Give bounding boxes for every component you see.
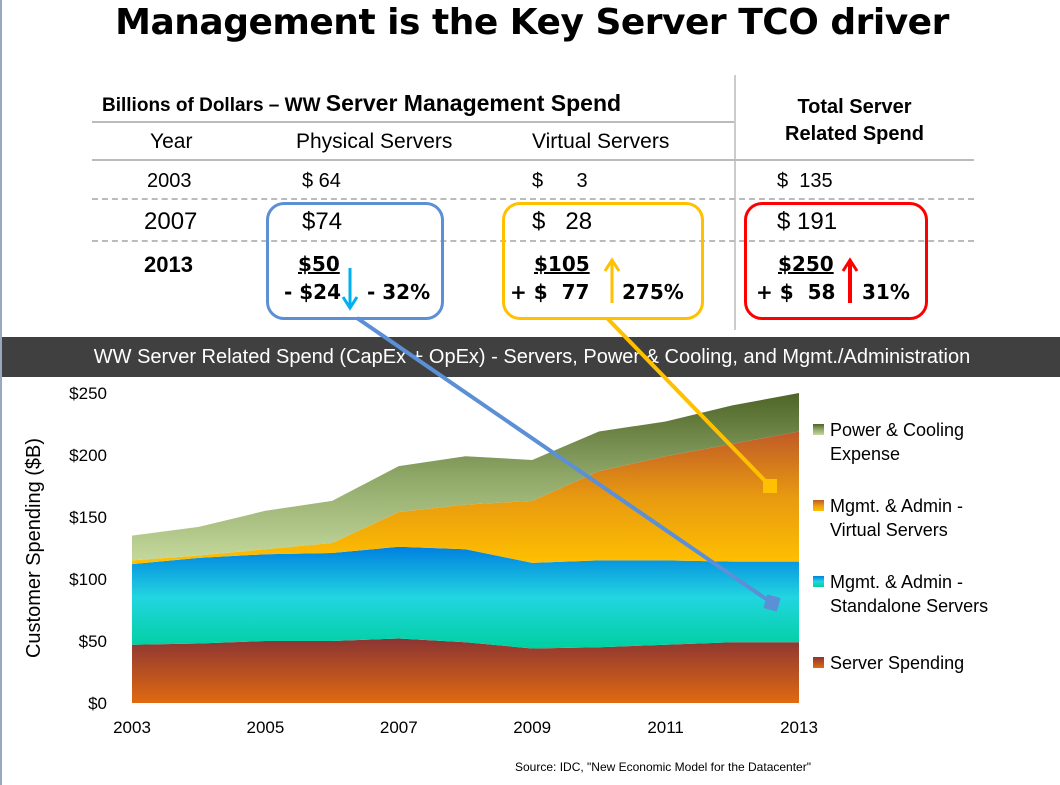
row-physical: $ 64 [302, 170, 341, 192]
physical-callout-marker [763, 594, 781, 612]
row-physical: $74 [302, 208, 343, 235]
row-total: $250 [778, 252, 834, 276]
area-power-cooling-expense [132, 393, 799, 561]
slide-title: Management is the Key Server TCO driver [115, 2, 949, 43]
virtual-callout-marker [763, 479, 777, 493]
area-mgmt-admin-standalone-servers [132, 546, 799, 649]
x-tick-label: 2007 [380, 718, 418, 737]
total-highlight-box [744, 202, 928, 320]
row-total: $ 191 [777, 208, 838, 235]
legend-label: Server Spending [830, 653, 964, 673]
y-tick-label: $250 [69, 384, 107, 403]
source-note: Source: IDC, "New Economic Model for the… [515, 760, 811, 774]
y-tick-label: $200 [69, 446, 107, 465]
table-header-right-2: Related Spend [785, 123, 924, 145]
virtual-callout-line [605, 316, 772, 488]
area-mgmt-admin-virtual-servers [132, 431, 799, 565]
table-header-right-1: Total Server [797, 96, 912, 118]
legend-label: Virtual Servers [830, 520, 948, 540]
column-divider [734, 75, 736, 330]
x-tick-label: 2011 [647, 718, 684, 737]
physical-callout-line [355, 316, 774, 605]
total-delta: + $ 58 [756, 280, 836, 304]
virtual-pct: 275% [622, 280, 684, 304]
row-physical: $50 [298, 252, 340, 276]
table-header-left: Billions of Dollars – WW Server Manageme… [102, 90, 621, 117]
y-tick-label: $0 [88, 694, 107, 713]
col-header-virtual: Virtual Servers [532, 130, 670, 153]
y-tick-label: $100 [69, 570, 107, 589]
col-header-year: Year [150, 130, 193, 153]
legend-label: Mgmt. & Admin - [830, 572, 963, 592]
change-arrows [341, 257, 859, 311]
header-bold: Server Management Spend [325, 90, 622, 116]
row-total: $ 135 [777, 170, 833, 192]
legend-swatch [813, 576, 824, 587]
y-axis-label: Customer Spending ($B) [23, 438, 45, 658]
col-header-physical: Physical Servers [296, 130, 453, 153]
physical-pct: - 32% [367, 280, 431, 304]
legend-swatch [813, 424, 824, 435]
y-tick-label: $150 [69, 508, 107, 527]
total-pct: 31% [862, 280, 910, 304]
x-tick-label: 2013 [780, 718, 818, 737]
divider [92, 240, 974, 242]
legend-label: Standalone Servers [830, 596, 988, 616]
arrow-up-icon [603, 257, 621, 303]
chart-banner: WW Server Related Spend (CapEx + OpEx) -… [2, 337, 1060, 377]
legend-label: Expense [830, 444, 900, 464]
divider [92, 121, 734, 123]
row-virtual: $105 [534, 252, 590, 276]
legend-swatch [813, 500, 824, 511]
row-year: 2007 [144, 208, 198, 235]
area-server-spending [132, 638, 799, 703]
row-virtual: $ 28 [532, 208, 593, 235]
legend-swatch [813, 657, 824, 668]
legend-label: Power & Cooling [830, 420, 964, 440]
callout-lines [355, 316, 781, 612]
virtual-highlight-box [502, 202, 704, 320]
arrow-up-icon [841, 257, 859, 303]
row-virtual: $ 3 [532, 170, 588, 192]
x-tick-label: 2003 [113, 718, 151, 737]
divider [92, 159, 974, 161]
x-tick-label: 2005 [246, 718, 284, 737]
physical-highlight-box [266, 202, 444, 320]
arrow-down-icon [341, 268, 359, 311]
y-tick-label: $50 [79, 632, 107, 651]
physical-delta: - $24 [284, 280, 342, 304]
header-prefix: Billions of Dollars – WW [102, 95, 326, 116]
row-year: 2003 [147, 170, 192, 192]
x-tick-label: 2009 [513, 718, 551, 737]
legend-label: Mgmt. & Admin - [830, 496, 963, 516]
virtual-delta: + $ 77 [510, 280, 590, 304]
divider [92, 198, 974, 200]
row-year: 2013 [144, 252, 193, 277]
